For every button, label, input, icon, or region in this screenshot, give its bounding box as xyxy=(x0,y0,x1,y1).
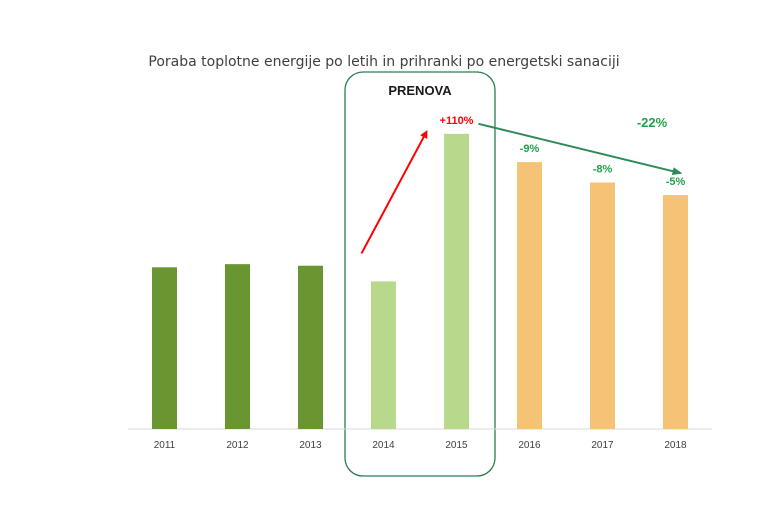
x-tick-2011: 2011 xyxy=(154,440,176,451)
bar-2013 xyxy=(298,265,323,429)
bar-2018 xyxy=(663,195,688,429)
bar-2016 xyxy=(517,162,542,429)
percent-label-2017: -8% xyxy=(593,164,613,176)
increase-arrow xyxy=(360,130,428,254)
x-tick-2017: 2017 xyxy=(591,440,614,451)
x-tick-2014: 2014 xyxy=(372,440,395,451)
percentage-labels: +110% -9% -8% -5% xyxy=(440,115,686,188)
x-tick-2018: 2018 xyxy=(664,440,687,451)
bar-2017 xyxy=(590,182,615,429)
x-tick-2016: 2016 xyxy=(518,440,541,451)
bar-group xyxy=(152,133,688,429)
renovation-box xyxy=(344,71,496,477)
percent-label-2015: +110% xyxy=(440,115,474,127)
percent-label-2018: -5% xyxy=(666,176,686,188)
bar-2014 xyxy=(371,281,396,429)
bar-2011 xyxy=(152,267,177,429)
renovation-label: PRENOVA xyxy=(388,83,452,98)
decrease-arrow xyxy=(478,122,683,176)
bar-2015 xyxy=(444,133,469,429)
chart-title: Poraba toplotne energije po letih in pri… xyxy=(148,54,619,70)
x-tick-2015: 2015 xyxy=(445,440,468,451)
total-change-label: -22% xyxy=(637,115,668,130)
bar-2012 xyxy=(225,264,250,429)
x-tick-labels: 2011 2012 2013 2014 2015 2016 2017 2018 xyxy=(154,440,687,451)
percent-label-2016: -9% xyxy=(520,143,540,155)
x-tick-2013: 2013 xyxy=(299,440,322,451)
x-tick-2012: 2012 xyxy=(226,440,249,451)
